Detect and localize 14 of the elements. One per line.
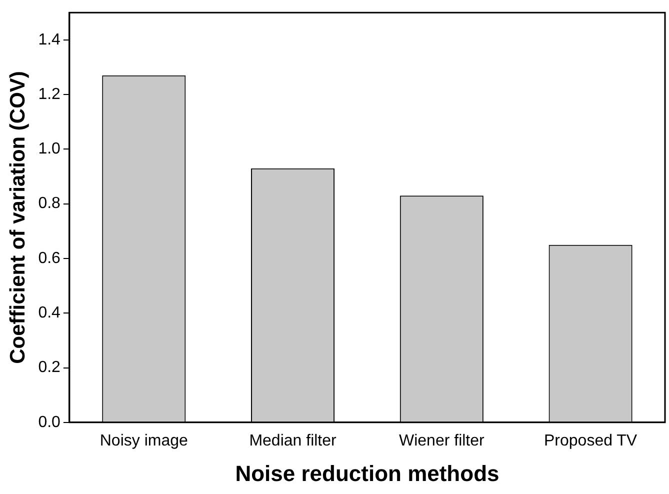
y-tick-label: 0.2	[38, 359, 61, 376]
x-tick-label: Noisy image	[100, 432, 188, 450]
y-tick-label: 1.0	[38, 140, 61, 158]
x-tick-label: Wiener filter	[398, 432, 486, 450]
y-axis-title: Coefficient of variation (COV)	[6, 71, 30, 364]
y-tick-label: 1.4	[38, 31, 61, 48]
y-tick-label: 0.0	[38, 414, 61, 431]
x-tick-label: Proposed TV	[544, 432, 638, 450]
y-tick-label: 0.8	[38, 195, 61, 212]
x-axis-title: Noise reduction methods	[235, 460, 500, 486]
y-tick-label: 1.2	[38, 86, 61, 103]
y-tick-label: 0.6	[38, 250, 61, 267]
x-tick-label: Median filter	[249, 432, 338, 450]
y-tick-label: 0.4	[38, 304, 61, 322]
